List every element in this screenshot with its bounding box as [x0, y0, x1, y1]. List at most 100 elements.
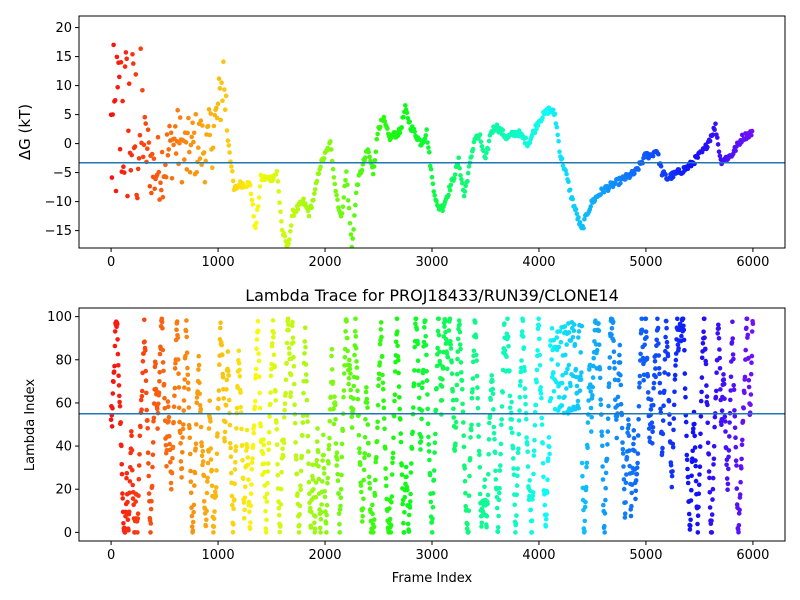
delta-g-point — [120, 98, 125, 104]
lambda-point — [485, 492, 491, 498]
lambda-point — [656, 366, 662, 371]
lambda-point — [108, 417, 114, 423]
lambda-point — [145, 426, 150, 431]
lambda-point — [247, 509, 252, 515]
lambda-point — [129, 429, 134, 434]
lambda-point — [526, 497, 532, 503]
delta-g-point — [353, 202, 358, 208]
lambda-point — [239, 443, 245, 448]
lambda-point — [136, 463, 142, 468]
x-tick-label: 4000 — [522, 548, 555, 563]
delta-g-point — [483, 155, 488, 161]
delta-g-point — [227, 150, 232, 155]
lambda-point — [475, 385, 480, 390]
lambda-point — [397, 395, 402, 400]
lambda-point — [643, 329, 649, 335]
lambda-point — [697, 464, 703, 470]
lambda-point — [584, 464, 589, 470]
lambda-point — [495, 525, 501, 530]
lambda-point — [696, 491, 702, 497]
lambda-point — [566, 330, 572, 335]
delta-g-point — [556, 139, 561, 144]
lambda-point — [453, 441, 458, 447]
lambda-point — [688, 498, 694, 503]
lambda-point — [181, 398, 187, 403]
x-tick-label: 4000 — [522, 255, 555, 270]
lambda-point — [218, 320, 223, 326]
lambda-point — [607, 365, 612, 371]
lambda-point — [643, 316, 649, 322]
lambda-point — [305, 419, 310, 424]
lambda-point — [517, 408, 522, 413]
lambda-point — [605, 442, 610, 447]
lambda-point — [710, 486, 716, 492]
lambda-point — [331, 421, 337, 427]
lambda-point — [495, 529, 501, 534]
delta-g-point — [716, 149, 722, 154]
x-tick-label: 6000 — [736, 255, 769, 270]
lambda-point — [493, 477, 499, 482]
lambda-point — [364, 396, 370, 402]
lambda-point — [155, 426, 160, 431]
lambda-point — [688, 517, 693, 523]
lambda-point — [468, 435, 473, 440]
lambda-point — [223, 403, 229, 408]
lambda-point — [260, 451, 266, 457]
delta-g-point — [165, 153, 171, 158]
lambda-point — [675, 342, 681, 348]
lambda-point — [448, 346, 454, 351]
lambda-point — [479, 524, 484, 529]
lambda-point — [239, 426, 244, 432]
lambda-point — [714, 388, 719, 394]
lambda-point — [313, 514, 318, 519]
lambda-point — [184, 318, 189, 323]
lambda-point — [146, 461, 151, 466]
lambda-point — [237, 367, 242, 373]
lambda-point — [637, 373, 643, 379]
lambda-point — [531, 448, 537, 454]
lambda-point — [659, 450, 665, 455]
lambda-point — [297, 512, 303, 517]
y-tick-label: −5 — [53, 166, 72, 181]
lambda-point — [231, 522, 236, 527]
lambda-point — [341, 371, 347, 376]
lambda-point — [300, 413, 306, 419]
lambda-point — [205, 479, 210, 484]
delta-g-point — [249, 197, 255, 203]
lambda-point — [363, 417, 368, 422]
lambda-point — [429, 530, 435, 535]
lambda-point — [316, 464, 321, 469]
lambda-point — [255, 328, 261, 334]
lambda-point — [445, 354, 451, 360]
delta-g-point — [557, 149, 562, 154]
lambda-point — [482, 484, 487, 490]
delta-g-point — [715, 135, 720, 140]
lambda-point — [719, 417, 725, 422]
lambda-point — [304, 379, 309, 384]
lambda-point — [302, 325, 308, 331]
lambda-point — [118, 420, 123, 425]
lambda-point — [247, 526, 253, 531]
lambda-point — [224, 387, 229, 392]
lambda-point — [416, 382, 422, 388]
lambda-point — [545, 456, 551, 461]
lambda-point — [150, 452, 156, 458]
x-tick-label: 3000 — [415, 548, 448, 563]
lambda-point — [353, 334, 359, 339]
lambda-point — [371, 524, 377, 530]
lambda-point — [238, 390, 243, 395]
lambda-point — [354, 375, 360, 381]
lambda-point — [367, 486, 373, 491]
lambda-point — [399, 472, 405, 478]
lambda-point — [426, 442, 432, 447]
lambda-point — [274, 420, 279, 425]
lambda-point — [728, 397, 733, 403]
lambda-point — [682, 386, 688, 391]
delta-g-point — [715, 142, 721, 147]
lambda-point — [543, 516, 549, 522]
lambda-point — [606, 381, 612, 386]
delta-g-point — [403, 103, 408, 108]
lambda-point — [547, 451, 552, 457]
lambda-point — [110, 391, 116, 396]
lambda-point — [484, 524, 489, 530]
